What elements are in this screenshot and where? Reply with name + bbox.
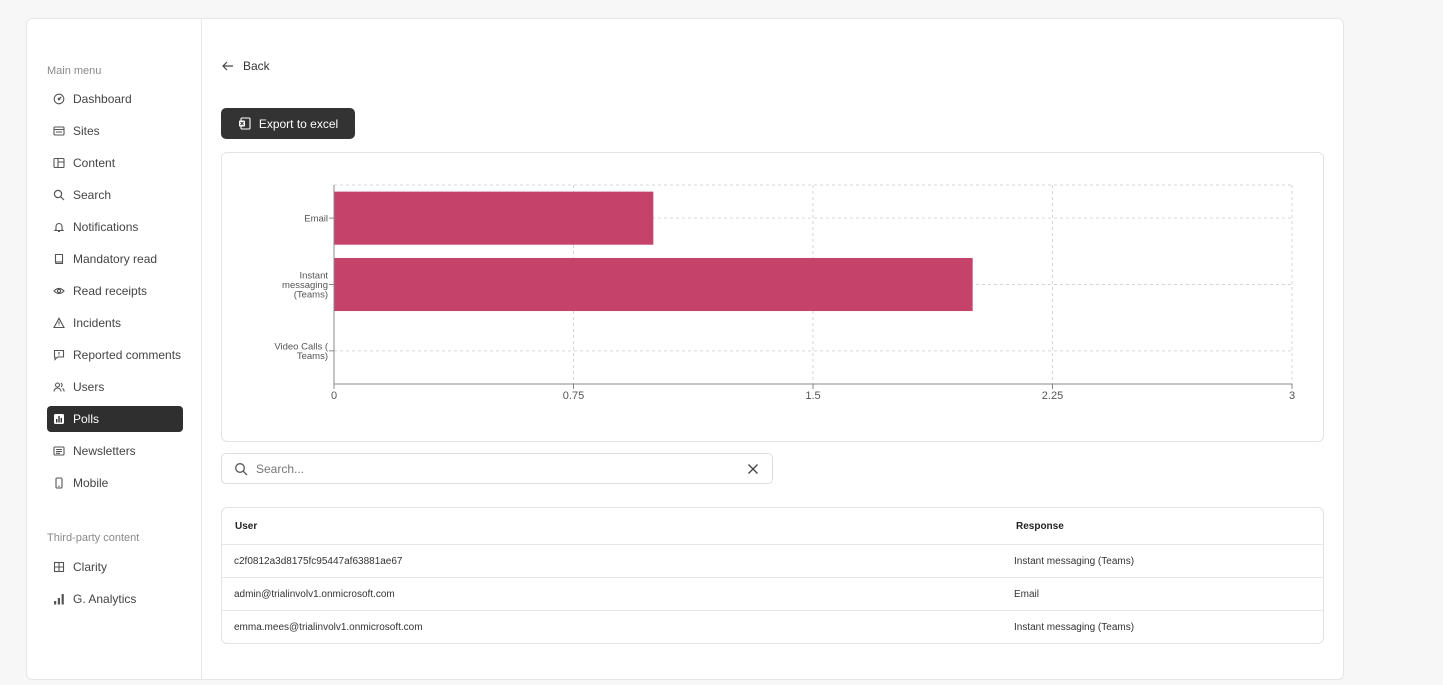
sidebar-item-users[interactable]: Users [47,374,183,400]
dashboard-icon [53,93,65,105]
cell-response: Instant messaging (Teams) [1014,555,1135,567]
cell-user: emma.mees@trialinvolv1.onmicrosoft.com [234,622,423,633]
third-party-label: Third-party content [47,532,140,544]
export-excel-button[interactable]: Export to excel [221,108,355,139]
sidebar-item-label: Mandatory read [73,252,158,266]
sidebar-item-notifications[interactable]: Notifications [47,214,183,240]
sidebar-item-polls[interactable]: Polls [47,406,183,432]
x-tick-label: 0.75 [563,390,584,402]
users-icon [53,381,65,393]
sidebar-item-label: Newsletters [73,444,136,458]
export-label: Export to excel [258,116,339,131]
table-row: admin@trialinvolv1.onmicrosoft.com Email [222,578,1323,611]
table-row: emma.mees@trialinvolv1.onmicrosoft.com I… [222,611,1323,643]
sidebar-item-label: Read receipts [73,284,148,298]
sidebar-item-mobile[interactable]: Mobile [47,470,183,496]
table-header-row: User Response [222,508,1323,545]
main-content: Back Export to excel 0 0.75 1.5 2.25 3 Email I… [203,19,1343,679]
comment-icon [53,349,65,361]
clear-search-icon[interactable] [746,462,760,476]
book-icon [53,253,65,265]
search-icon [53,189,65,201]
column-header-response[interactable]: Response [1016,520,1064,532]
main-menu-label: Main menu [47,65,102,77]
sidebar-item-label: Sites [73,124,100,138]
search-input[interactable] [256,461,746,476]
content-icon [53,157,65,169]
sidebar-item-incidents[interactable]: Incidents [47,310,183,336]
x-tick-label: 0 [331,390,337,402]
sidebar: Main menu Dashboard Sites Content Search… [27,19,202,679]
x-tick-label: 3 [1289,390,1295,402]
cell-response: Instant messaging (Teams) [1014,622,1135,633]
sidebar-item-search[interactable]: Search [47,182,183,208]
sidebar-item-read-receipts[interactable]: Read receipts [47,278,183,304]
eye-icon [53,285,65,297]
responses-table: User Response c2f0812a3d8175fc95447af638… [221,507,1324,644]
sites-icon [53,125,65,137]
back-button[interactable]: Back [221,59,270,73]
cell-user: admin@trialinvolv1.onmicrosoft.com [234,588,395,600]
sidebar-item-newsletters[interactable]: Newsletters [47,438,183,464]
excel-icon [238,117,251,130]
y-category-label: Email [304,214,328,225]
sidebar-item-reported-comments[interactable]: Reported comments [47,342,183,368]
sidebar-item-label: Dashboard [73,92,132,106]
sidebar-item-sites[interactable]: Sites [47,118,183,144]
search-bar [221,453,773,484]
sidebar-item-label: Clarity [73,560,108,574]
sidebar-item-label: Polls [73,412,100,426]
bar [334,257,973,312]
column-header-user[interactable]: User [235,520,258,532]
bar [334,191,654,245]
sidebar-item-g-analytics[interactable]: G. Analytics [47,586,183,612]
polls-icon [53,413,65,425]
newsletter-icon [53,445,65,457]
mobile-icon [53,477,65,489]
y-category-label: Instant messaging (Teams) [282,271,328,301]
back-label: Back [243,59,270,73]
sidebar-item-label: Mobile [73,476,109,490]
search-icon [235,462,248,475]
sidebar-item-label: Search [73,188,112,202]
app-card: Main menu Dashboard Sites Content Search… [26,18,1344,680]
cell-user: c2f0812a3d8175fc95447af63881ae67 [234,555,403,567]
sidebar-item-label: Reported comments [73,348,182,362]
sidebar-item-label: Incidents [73,316,122,330]
x-tick-label: 1.5 [805,390,820,402]
sidebar-item-dashboard[interactable]: Dashboard [47,86,183,112]
sidebar-item-label: G. Analytics [73,592,137,606]
warning-icon [53,317,65,329]
bell-icon [53,221,65,233]
sidebar-item-content[interactable]: Content [47,150,183,176]
poll-chart: 0 0.75 1.5 2.25 3 Email Instant messaging (Teams… [221,152,1324,442]
y-category-label: Video Calls (Teams) [274,342,329,363]
arrow-left-icon [222,61,233,71]
cell-response: Email [1014,588,1040,600]
table-row: c2f0812a3d8175fc95447af63881ae67 Instant… [222,545,1323,578]
bar-chart: 0 0.75 1.5 2.25 3 Email Instant messaging (Teams… [274,184,1295,402]
analytics-icon [53,593,65,605]
grid-icon [53,561,65,573]
sidebar-item-label: Users [73,380,105,394]
sidebar-item-label: Content [73,156,116,170]
sidebar-item-label: Notifications [73,220,139,234]
sidebar-item-mandatory-read[interactable]: Mandatory read [47,246,183,272]
sidebar-item-clarity[interactable]: Clarity [47,554,183,580]
x-tick-label: 2.25 [1042,390,1063,402]
